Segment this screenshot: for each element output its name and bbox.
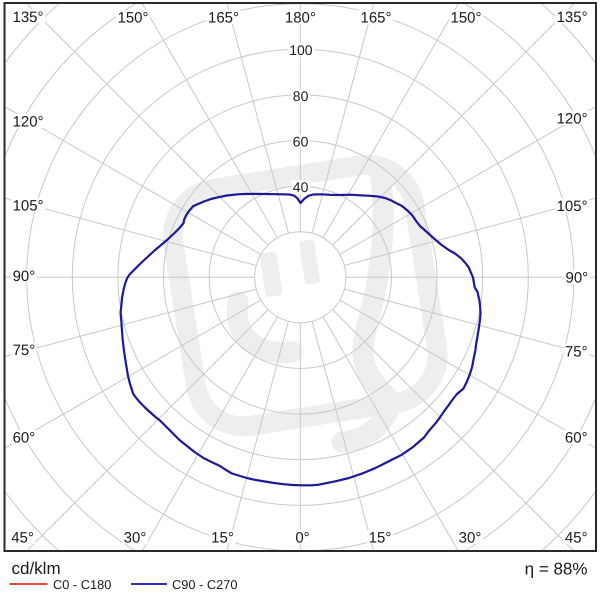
svg-text:15°: 15° <box>369 529 392 546</box>
svg-text:120°: 120° <box>13 113 44 130</box>
svg-text:cd/klm: cd/klm <box>12 559 61 578</box>
svg-text:C0 - C180: C0 - C180 <box>53 577 111 592</box>
svg-text:60: 60 <box>293 134 309 150</box>
svg-text:C90 - C270: C90 - C270 <box>172 577 237 592</box>
svg-text:105°: 105° <box>13 197 44 214</box>
svg-text:40: 40 <box>293 179 309 195</box>
svg-text:75°: 75° <box>13 342 36 359</box>
svg-text:0°: 0° <box>295 529 309 546</box>
svg-text:75°: 75° <box>565 343 588 360</box>
svg-text:105°: 105° <box>557 198 588 215</box>
svg-text:150°: 150° <box>450 9 481 26</box>
svg-text:60°: 60° <box>565 429 588 446</box>
svg-text:135°: 135° <box>13 9 44 26</box>
svg-text:80: 80 <box>293 88 309 104</box>
svg-text:45°: 45° <box>11 529 34 546</box>
svg-text:180°: 180° <box>285 9 316 26</box>
svg-text:90°: 90° <box>13 268 36 285</box>
svg-text:30°: 30° <box>459 529 482 546</box>
svg-text:150°: 150° <box>117 9 148 26</box>
svg-text:45°: 45° <box>565 529 588 546</box>
svg-text:165°: 165° <box>360 9 391 26</box>
svg-text:15°: 15° <box>211 529 234 546</box>
svg-text:120°: 120° <box>557 110 588 127</box>
svg-text:η = 88%: η = 88% <box>525 560 588 579</box>
svg-text:30°: 30° <box>124 529 147 546</box>
svg-text:60°: 60° <box>13 429 36 446</box>
svg-text:100: 100 <box>289 42 313 58</box>
svg-text:90°: 90° <box>566 269 589 286</box>
svg-text:135°: 135° <box>557 9 588 26</box>
svg-text:165°: 165° <box>208 9 239 26</box>
